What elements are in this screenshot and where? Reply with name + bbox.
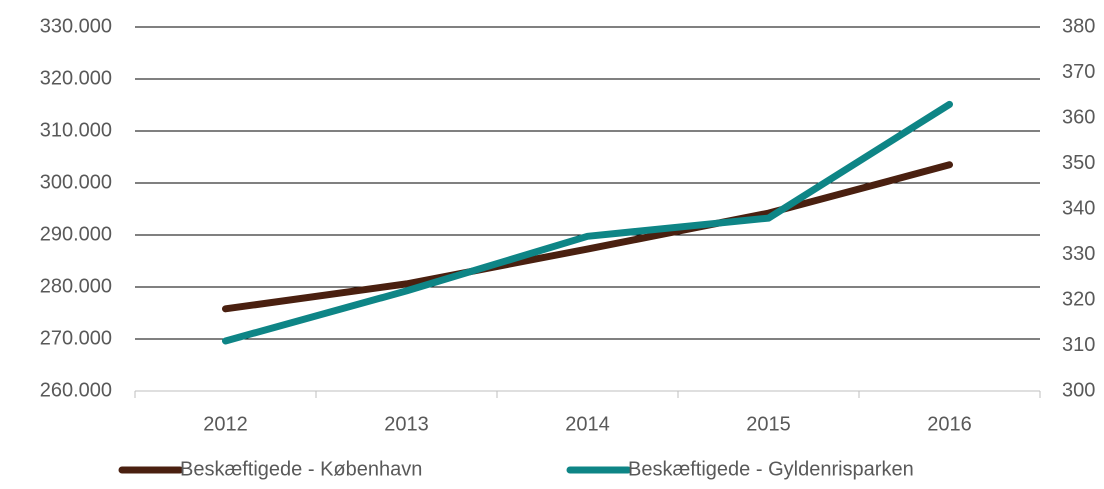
y-tick-label: 270.000 (40, 327, 112, 349)
y-tick-label: 330.000 (40, 15, 112, 37)
y2-tick-label: 360 (1062, 106, 1095, 128)
x-tick-label: 2014 (565, 413, 610, 435)
y2-tick-label: 340 (1062, 197, 1095, 219)
y-tick-label: 310.000 (40, 119, 112, 141)
x-tick-label: 2015 (746, 413, 791, 435)
legend-label: Beskæftigede - Gyldenrisparken (628, 458, 914, 480)
y-tick-label: 300.000 (40, 171, 112, 193)
y2-tick-label: 380 (1062, 15, 1095, 37)
y-tick-label: 320.000 (40, 67, 112, 89)
x-tick-label: 2016 (927, 413, 972, 435)
data-line (222, 100, 953, 345)
y2-tick-label: 310 (1062, 334, 1095, 356)
y2-tick-label: 320 (1062, 288, 1095, 310)
y2-tick-label: 330 (1062, 243, 1095, 265)
y2-tick-label: 370 (1062, 61, 1095, 83)
x-tick-label: 2012 (203, 413, 248, 435)
x-tick-label: 2013 (384, 413, 429, 435)
y-tick-label: 260.000 (40, 379, 112, 401)
y-tick-label: 290.000 (40, 223, 112, 245)
y-tick-label: 280.000 (40, 275, 112, 297)
legend-label: Beskæftigede - København (180, 458, 422, 480)
y2-tick-label: 350 (1062, 152, 1095, 174)
y2-tick-label: 300 (1062, 379, 1095, 401)
data-line (222, 161, 953, 313)
